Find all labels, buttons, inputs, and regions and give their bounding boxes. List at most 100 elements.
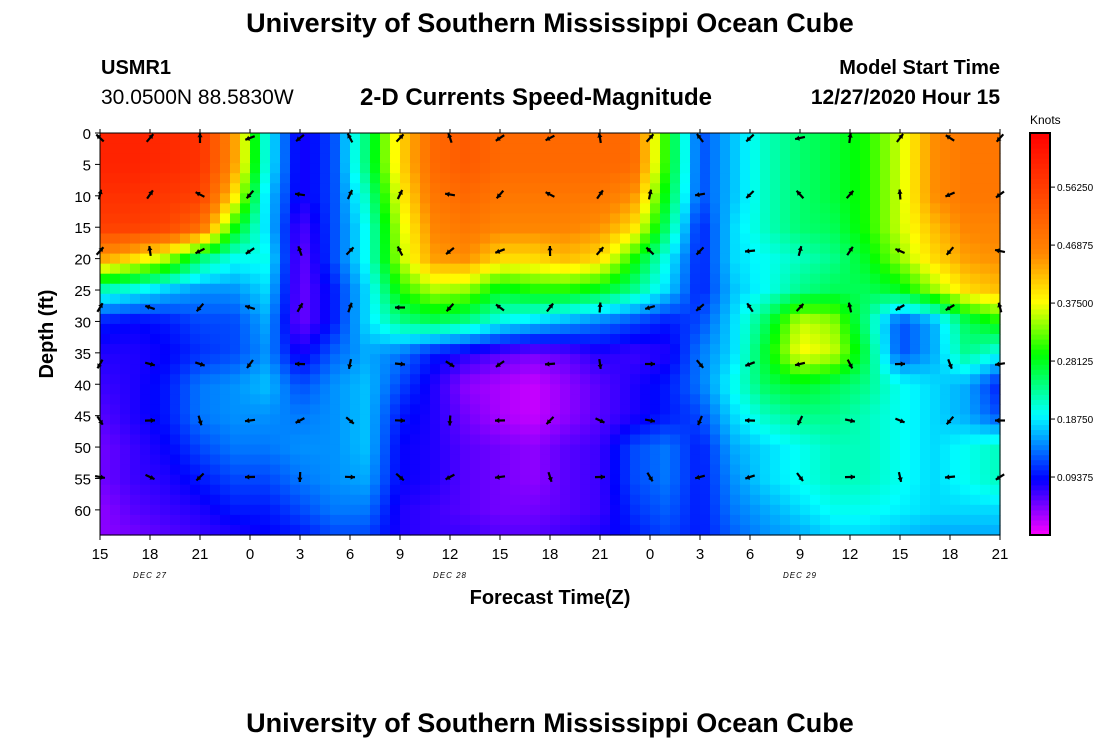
heatmap-cell (420, 193, 431, 204)
heatmap-cell (150, 464, 161, 476)
heatmap-cell (550, 263, 561, 275)
heatmap-cell (600, 434, 611, 446)
heatmap-cell (810, 364, 821, 375)
colorbar-step (1030, 394, 1050, 400)
current-arrow (844, 418, 856, 424)
heatmap-cell (290, 444, 301, 456)
heatmap-cell (440, 153, 451, 164)
heatmap-cell (580, 474, 591, 486)
heatmap-cell (590, 193, 601, 204)
heatmap-cell (240, 484, 251, 496)
current-arrow (845, 190, 855, 199)
heatmap-cell (350, 233, 361, 245)
heatmap-cell (430, 344, 441, 355)
heatmap-cell (920, 313, 931, 325)
heatmap-cell (720, 263, 731, 275)
heatmap-cell (340, 183, 351, 194)
heatmap-cell (410, 313, 421, 325)
heatmap-cell (800, 344, 811, 355)
heatmap-cell (740, 243, 751, 255)
heatmap-cell (310, 524, 321, 536)
heatmap-cell (790, 183, 801, 194)
heatmap-cell (980, 283, 991, 295)
heatmap-cell (630, 143, 641, 154)
current-arrow (894, 361, 906, 367)
heatmap-cell (130, 344, 141, 355)
heatmap-cell (760, 454, 771, 466)
heatmap-cell (350, 374, 361, 385)
heatmap-cell (190, 344, 201, 355)
heatmap-cell (310, 233, 321, 245)
heatmap-cell (140, 153, 151, 164)
heatmap-cell (600, 514, 611, 526)
heatmap-cell (250, 313, 261, 325)
heatmap-cell (690, 364, 701, 375)
heatmap-cell (250, 524, 261, 536)
heatmap-cell (210, 263, 221, 275)
heatmap-cell (590, 444, 601, 456)
heatmap-cell (350, 303, 361, 315)
heatmap-cell (950, 253, 961, 265)
heatmap-cell (270, 404, 281, 415)
heatmap-cell (520, 464, 531, 476)
heatmap-cell (380, 364, 391, 375)
heatmap-cell (410, 394, 421, 405)
heatmap-cell (900, 364, 911, 375)
heatmap-cell (520, 364, 531, 375)
heatmap-cell (150, 414, 161, 426)
heatmap-cell (990, 313, 1001, 325)
heatmap-cell (160, 524, 171, 536)
heatmap-cell (790, 524, 801, 536)
heatmap-cell (370, 474, 381, 486)
heatmap-cell (650, 414, 661, 426)
heatmap-cell (550, 414, 561, 426)
heatmap-cell (120, 384, 131, 395)
heatmap-cell (710, 133, 721, 144)
heatmap-cell (370, 404, 381, 415)
heatmap-cell (560, 404, 571, 415)
heatmap-cell (330, 434, 341, 446)
heatmap-cell (950, 133, 961, 144)
heatmap-cell (160, 313, 171, 325)
heatmap-cell (680, 293, 691, 305)
heatmap-cell (670, 424, 681, 436)
heatmap-cell (460, 404, 471, 415)
heatmap-cell (180, 263, 191, 275)
heatmap-cell (570, 434, 581, 446)
heatmap-cell (890, 454, 901, 466)
heatmap-cell (860, 354, 871, 365)
heatmap-cell (260, 233, 271, 245)
heatmap-cell (800, 524, 811, 536)
heatmap-cell (190, 273, 201, 285)
colorbar-step (1030, 384, 1050, 390)
heatmap-cell (220, 514, 231, 526)
heatmap-cell (640, 173, 651, 184)
heatmap-cell (460, 163, 471, 174)
heatmap-cell (590, 133, 601, 144)
heatmap-cell (360, 303, 371, 315)
heatmap-cell (820, 374, 831, 385)
heatmap-cell (520, 273, 531, 285)
heatmap-cell (300, 334, 311, 345)
heatmap-cell (630, 384, 641, 395)
heatmap-cell (920, 444, 931, 456)
heatmap-cell (770, 293, 781, 305)
heatmap-cell (390, 163, 401, 174)
heatmap-cell (410, 474, 421, 486)
heatmap-cell (710, 404, 721, 415)
heatmap-cell (320, 213, 331, 225)
current-arrow (795, 190, 805, 199)
heatmap-cell (540, 193, 551, 204)
heatmap-cell (840, 494, 851, 506)
heatmap-cell (230, 183, 241, 194)
heatmap-cell (670, 203, 681, 214)
heatmap-cell (500, 293, 511, 305)
heatmap-cell (630, 494, 641, 506)
heatmap-cell (740, 444, 751, 456)
heatmap-cell (110, 444, 121, 456)
heatmap-cell (110, 143, 121, 154)
heatmap-cell (100, 163, 111, 174)
heatmap-cell (560, 173, 571, 184)
heatmap-cell (580, 334, 591, 345)
heatmap-cell (800, 303, 811, 315)
